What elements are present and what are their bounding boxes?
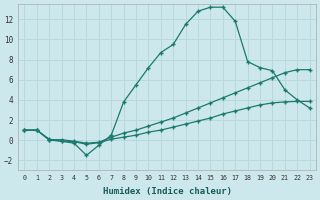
X-axis label: Humidex (Indice chaleur): Humidex (Indice chaleur) [102, 187, 232, 196]
